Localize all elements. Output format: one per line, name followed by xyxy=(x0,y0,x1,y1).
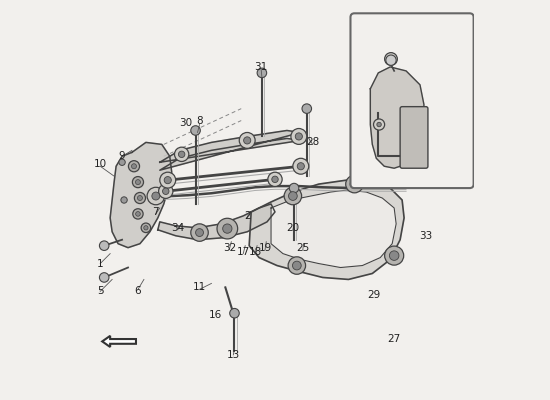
Text: 33: 33 xyxy=(419,231,432,241)
Circle shape xyxy=(230,308,239,318)
Text: 8: 8 xyxy=(196,116,203,126)
Circle shape xyxy=(223,224,232,233)
Circle shape xyxy=(272,176,278,182)
Circle shape xyxy=(160,172,175,188)
Circle shape xyxy=(147,187,164,205)
FancyBboxPatch shape xyxy=(350,13,474,188)
Circle shape xyxy=(291,128,307,144)
Circle shape xyxy=(268,172,282,186)
Polygon shape xyxy=(160,130,301,170)
Circle shape xyxy=(178,151,185,158)
Text: 6: 6 xyxy=(135,286,141,296)
Text: 17: 17 xyxy=(236,247,250,257)
Circle shape xyxy=(386,55,396,65)
Circle shape xyxy=(384,246,404,265)
Circle shape xyxy=(129,161,140,172)
Text: 32: 32 xyxy=(223,243,236,253)
Circle shape xyxy=(289,192,297,200)
Circle shape xyxy=(350,180,359,188)
Circle shape xyxy=(121,197,127,203)
Text: 5: 5 xyxy=(97,286,103,296)
Circle shape xyxy=(158,184,173,198)
Polygon shape xyxy=(110,142,172,248)
Circle shape xyxy=(164,176,172,184)
Polygon shape xyxy=(249,180,404,280)
Circle shape xyxy=(163,188,169,194)
Polygon shape xyxy=(158,204,275,240)
Text: 30: 30 xyxy=(179,118,192,128)
Text: 31: 31 xyxy=(255,62,268,72)
Circle shape xyxy=(141,223,151,232)
Circle shape xyxy=(152,192,160,200)
Circle shape xyxy=(119,159,125,166)
Circle shape xyxy=(191,126,200,135)
Text: 34: 34 xyxy=(171,223,184,233)
Circle shape xyxy=(346,175,363,193)
Text: 20: 20 xyxy=(287,223,299,233)
Circle shape xyxy=(388,56,394,62)
Circle shape xyxy=(289,183,299,193)
Circle shape xyxy=(191,224,208,241)
Circle shape xyxy=(293,261,301,270)
Polygon shape xyxy=(370,67,424,168)
Text: 2: 2 xyxy=(244,211,250,221)
Text: 25: 25 xyxy=(296,243,310,253)
Text: 11: 11 xyxy=(193,282,206,292)
Circle shape xyxy=(131,164,136,169)
Circle shape xyxy=(297,163,304,170)
Text: 19: 19 xyxy=(258,243,272,253)
Circle shape xyxy=(244,137,251,144)
Text: 1: 1 xyxy=(97,258,103,268)
Circle shape xyxy=(135,180,140,185)
Circle shape xyxy=(295,133,303,140)
Circle shape xyxy=(373,119,384,130)
Circle shape xyxy=(134,192,146,204)
Text: 7: 7 xyxy=(152,207,159,217)
Polygon shape xyxy=(271,190,396,268)
Circle shape xyxy=(293,158,309,174)
FancyBboxPatch shape xyxy=(400,107,428,168)
Text: 10: 10 xyxy=(94,159,107,169)
Circle shape xyxy=(288,257,306,274)
Circle shape xyxy=(144,226,148,230)
Circle shape xyxy=(100,241,109,250)
Circle shape xyxy=(389,251,399,260)
Text: 9: 9 xyxy=(119,151,125,161)
Circle shape xyxy=(100,273,109,282)
Circle shape xyxy=(384,53,397,65)
Text: 18: 18 xyxy=(249,247,262,257)
Circle shape xyxy=(196,229,204,236)
Circle shape xyxy=(217,218,238,239)
Text: 29: 29 xyxy=(368,290,381,300)
Circle shape xyxy=(138,196,142,200)
Circle shape xyxy=(257,68,267,78)
Text: 13: 13 xyxy=(227,350,240,360)
Circle shape xyxy=(133,176,144,188)
Text: 27: 27 xyxy=(388,334,401,344)
Text: 28: 28 xyxy=(306,138,320,148)
Polygon shape xyxy=(102,336,136,347)
Circle shape xyxy=(133,209,143,219)
Circle shape xyxy=(174,147,189,162)
Circle shape xyxy=(136,212,140,216)
Circle shape xyxy=(239,132,255,148)
Circle shape xyxy=(284,187,301,205)
Circle shape xyxy=(302,104,311,114)
Text: 16: 16 xyxy=(209,310,222,320)
Circle shape xyxy=(377,122,381,127)
